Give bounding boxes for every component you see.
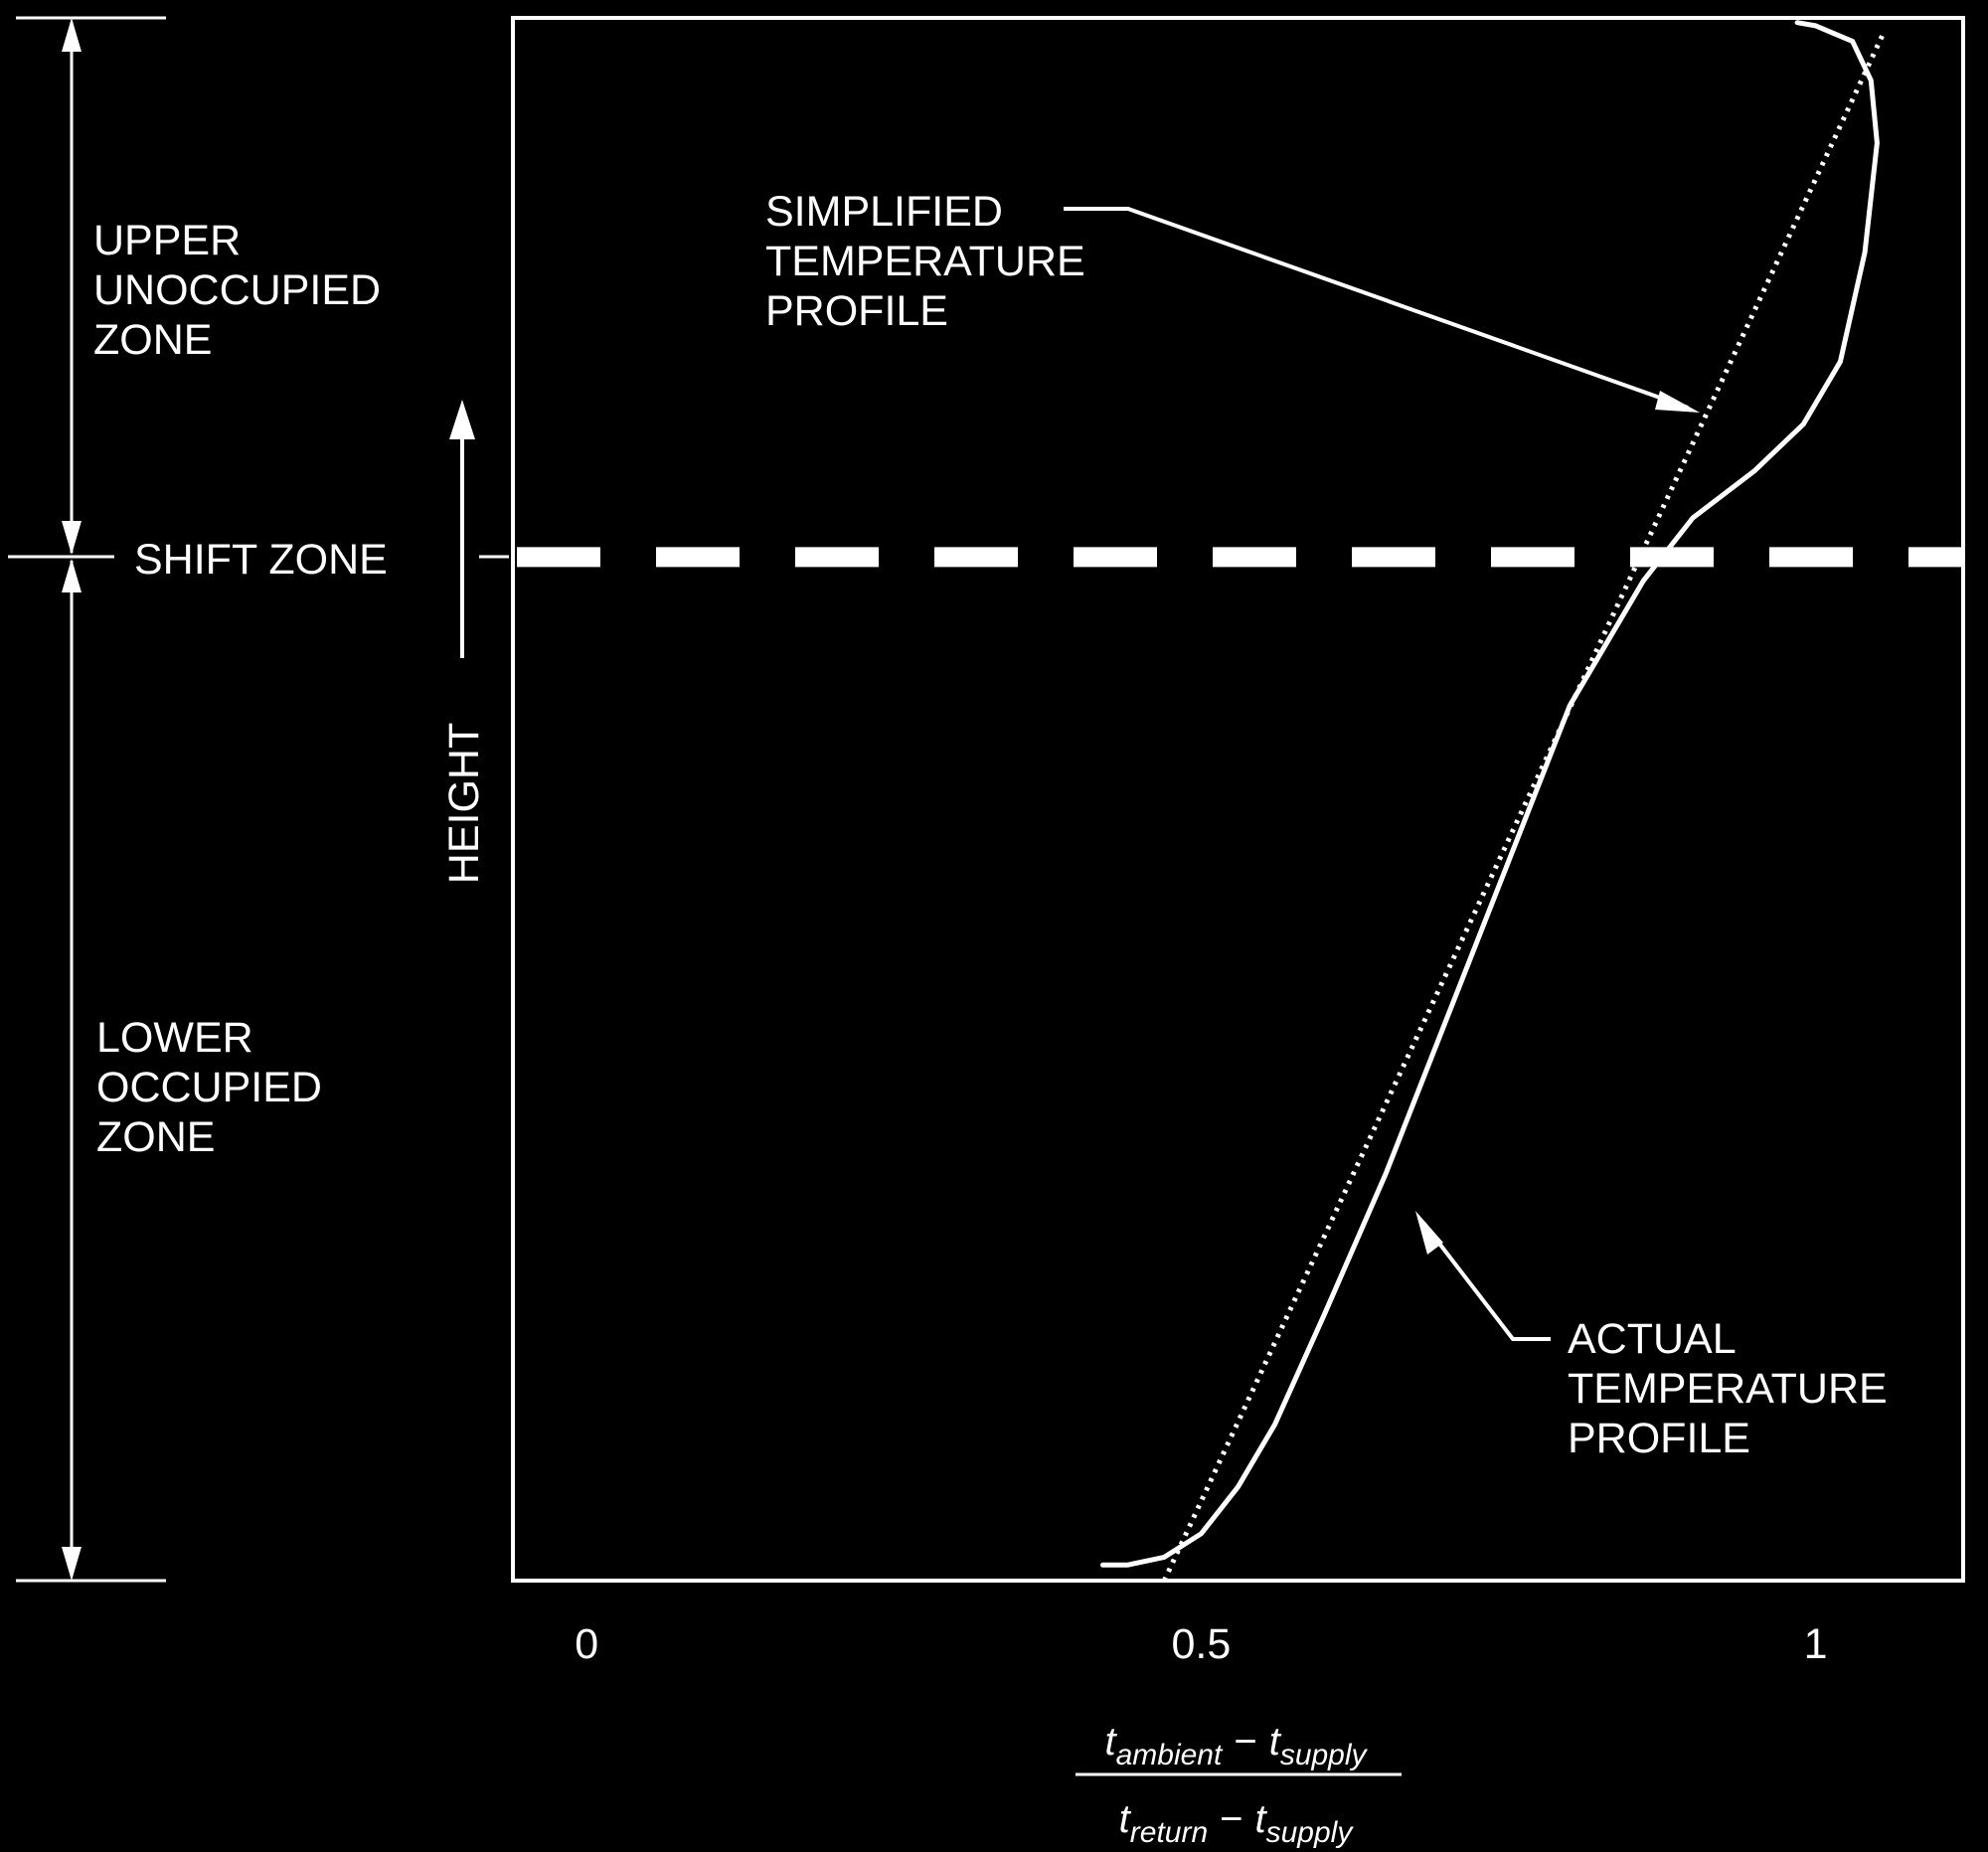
den-t1: t [1119, 1797, 1132, 1841]
simplified-annotation: SIMPLIFIED TEMPERATURE PROFILE [765, 188, 1700, 413]
actual-annotation: ACTUAL TEMPERATURE PROFILE [1415, 1211, 1900, 1462]
lower-top-arrow-icon [62, 559, 82, 592]
den-s1: return [1130, 1816, 1208, 1849]
actual-profile-line [1100, 20, 1880, 1568]
zone-dimension-lines [8, 16, 509, 1583]
shift-zone-label: SHIFT ZONE [134, 536, 388, 584]
actual-label-line-3: PROFILE [1568, 1415, 1750, 1462]
x-tick-label: 1 [1804, 1620, 1828, 1668]
num-s2: supply [1280, 1739, 1369, 1771]
x-tick-label: 0 [575, 1620, 598, 1668]
actual-label-line-2: TEMPERATURE [1568, 1365, 1888, 1413]
upper-zone-line-2: UNOCCUPIED [93, 266, 381, 314]
den-s2: supply [1266, 1816, 1355, 1849]
simplified-leader [1064, 207, 1689, 410]
height-arrow-icon [449, 400, 475, 439]
simplified-arrowhead-icon [1655, 391, 1700, 413]
num-s1: ambient [1116, 1739, 1224, 1771]
lower-zone-line-3: ZONE [96, 1113, 215, 1161]
lower-zone-line-2: OCCUPIED [96, 1064, 322, 1111]
x-axis-label-denominator: treturn − tsupply [1119, 1797, 1355, 1849]
num-t2: t [1269, 1720, 1282, 1764]
actual-leader [1421, 1221, 1551, 1341]
upper-zone-line-3: ZONE [93, 316, 212, 364]
num-op: − [1234, 1720, 1256, 1764]
upper-zone-label: UPPER UNOCCUPIED ZONE [93, 217, 393, 364]
plot-frame [511, 16, 1965, 1583]
lower-zone-line-1: LOWER [96, 1014, 253, 1062]
den-t2: t [1255, 1797, 1268, 1841]
x-axis-label: tambient − tsupply treturn − tsupply [1076, 1720, 1402, 1849]
actual-annotation-label: ACTUAL TEMPERATURE PROFILE [1568, 1315, 1900, 1462]
x-tick-label: 0.5 [1172, 1620, 1232, 1668]
height-axis: HEIGHT [440, 400, 488, 884]
actual-label-line-1: ACTUAL [1568, 1315, 1736, 1363]
lower-bottom-arrow-icon [62, 1547, 82, 1581]
upper-top-arrow-icon [62, 18, 82, 52]
actual-arrowhead-icon [1415, 1211, 1443, 1255]
num-t1: t [1104, 1720, 1117, 1764]
simplified-label-line-2: TEMPERATURE [765, 238, 1085, 285]
simplified-profile-line [1162, 32, 1886, 1583]
x-axis-label-numerator: tambient − tsupply [1104, 1720, 1368, 1771]
x-tick-labels: 0 0.5 1 [575, 1620, 1827, 1668]
simplified-label-line-1: SIMPLIFIED [765, 188, 1003, 236]
lower-zone-label: LOWER OCCUPIED ZONE [96, 1014, 334, 1161]
simplified-annotation-label: SIMPLIFIED TEMPERATURE PROFILE [765, 188, 1097, 335]
upper-bottom-arrow-icon [62, 521, 82, 555]
y-axis-label: HEIGHT [440, 723, 488, 884]
upper-zone-line-1: UPPER [93, 217, 241, 264]
simplified-label-line-3: PROFILE [765, 287, 948, 335]
den-op: − [1220, 1797, 1242, 1841]
